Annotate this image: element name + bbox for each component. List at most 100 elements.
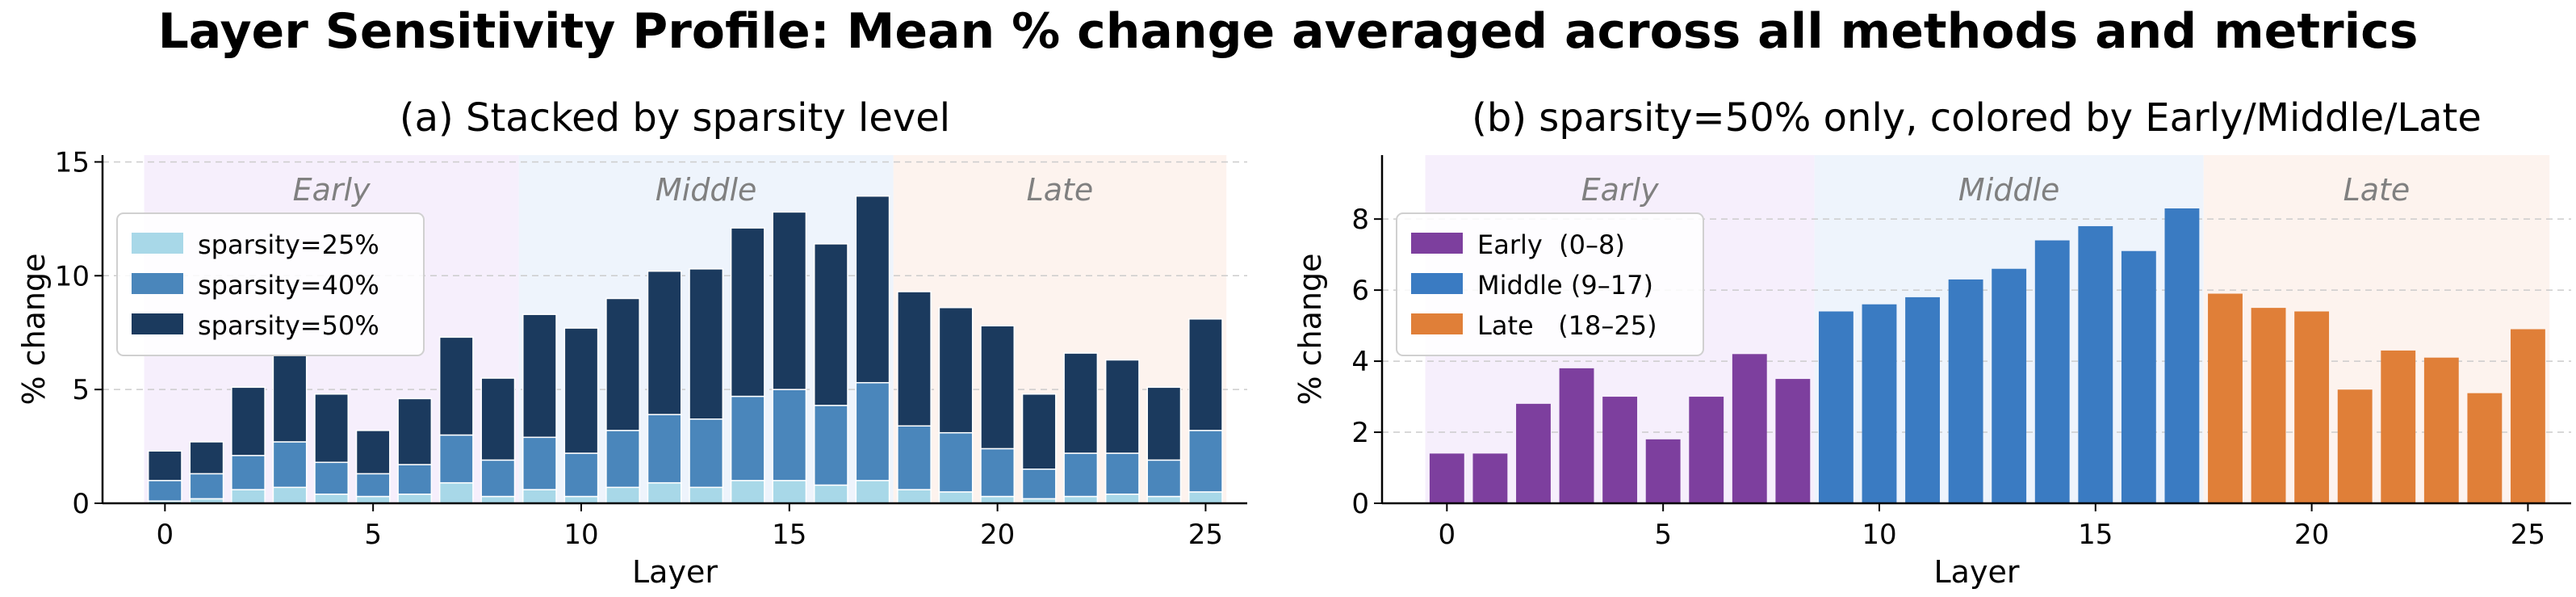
chart-b-bar-layer-2 — [1516, 403, 1551, 503]
chart-a-region-label-early: Early — [293, 172, 371, 208]
chart-b-region-label-late: Late — [2344, 172, 2411, 208]
chart-b-bar-layer-5 — [1645, 439, 1681, 503]
chart-a-legend-label-1: sparsity=40% — [198, 270, 379, 301]
chart-b-x-tick-label: 25 — [2511, 519, 2545, 551]
chart-a-region-label-middle: Middle — [656, 172, 757, 208]
chart-a-bar-layer-0-s1 — [147, 480, 182, 502]
chart-a-x-tick-label: 0 — [157, 519, 174, 551]
chart-a-bar-layer-10-s2 — [563, 327, 599, 454]
chart-a-bar-layer-17-s2 — [855, 195, 890, 384]
chart-b-y-tick-label: 2 — [1351, 417, 1369, 449]
chart-a-bar-layer-21-s2 — [1021, 393, 1057, 470]
chart-a-bar-layer-25-s2 — [1188, 318, 1223, 431]
chart-b-bar-layer-4 — [1602, 397, 1638, 503]
chart-a-bar-layer-24-s1 — [1146, 459, 1182, 498]
chart-b-bar-layer-11 — [1905, 296, 1940, 503]
chart-b-bar-layer-21 — [2337, 389, 2373, 503]
chart-a-legend-label-0: sparsity=25% — [198, 229, 379, 260]
chart-b-x-tick-label: 10 — [1862, 519, 1896, 551]
chart-b-bar-layer-0 — [1429, 453, 1464, 503]
chart-b-bar-layer-6 — [1689, 397, 1724, 503]
chart-a-bar-layer-5-s1 — [355, 473, 391, 498]
chart-a-legend-label-2: sparsity=50% — [198, 310, 379, 341]
chart-a-x-tick-label: 15 — [772, 519, 806, 551]
chart-b-legend-label-0: Early (0–8) — [1477, 229, 1625, 260]
chart-a-bar-layer-1-s2 — [189, 441, 224, 475]
chart-a-bar-layer-8-s2 — [480, 377, 516, 461]
chart-a-x-tick-label: 20 — [980, 519, 1015, 551]
chart-a-legend-swatch-1 — [132, 273, 183, 294]
chart-a-bar-layer-19-s1 — [938, 431, 974, 493]
chart-a-region-label-late: Late — [1027, 172, 1094, 208]
chart-b-x-tick-label: 20 — [2294, 519, 2329, 551]
chart-a-y-tick-label: 10 — [55, 260, 90, 292]
chart-a-bar-layer-17-s1 — [855, 381, 890, 481]
chart-b-title: (b) sparsity=50% only, colored by Early/… — [1472, 95, 2482, 141]
chart-b-x-tick-label: 15 — [2078, 519, 2113, 551]
chart-a-y-tick-label: 0 — [72, 488, 90, 520]
chart-a-bar-layer-6-s1 — [397, 464, 433, 495]
chart-a-bar-layer-24-s2 — [1146, 386, 1182, 461]
chart-a-bar-layer-6-s2 — [397, 397, 433, 465]
chart-b-bar-layer-17 — [2164, 208, 2200, 503]
chart-a-bar-layer-12-s1 — [647, 414, 682, 484]
chart-b-region-label-early: Early — [1581, 172, 1659, 208]
chart-a-bar-layer-20-s1 — [980, 448, 1015, 498]
chart-b-bar-layer-8 — [1775, 379, 1811, 503]
chart-b-bar-layer-3 — [1559, 368, 1594, 503]
chart-a-bar-layer-14-s2 — [730, 227, 765, 397]
chart-b-bar-layer-12 — [1948, 279, 1983, 503]
chart-b-bar-layer-9 — [1818, 311, 1853, 503]
chart-b-y-tick-label: 8 — [1351, 204, 1369, 236]
chart-b-bar-layer-1 — [1472, 453, 1508, 503]
chart-b-y-tick-label: 0 — [1351, 488, 1369, 520]
chart-b-legend-swatch-2 — [1411, 313, 1463, 334]
chart-a-bar-layer-2-s2 — [231, 386, 266, 456]
chart-a-bar-layer-16-s1 — [813, 405, 848, 486]
chart-a-ylabel: % change — [16, 253, 52, 405]
chart-b-y-tick-label: 4 — [1351, 346, 1369, 378]
chart-a-bar-layer-11-s2 — [605, 297, 640, 431]
chart-b-bar-layer-10 — [1862, 304, 1897, 503]
chart-b-bar-layer-22 — [2381, 350, 2416, 503]
chart-b-y-tick-label: 6 — [1351, 275, 1369, 307]
chart-b-legend-label-2: Late (18–25) — [1477, 310, 1657, 341]
chart-a-bar-layer-13-s2 — [689, 268, 724, 420]
chart-b-bar-layer-13 — [1992, 268, 2027, 503]
chart-a-bar-layer-1-s1 — [189, 473, 224, 500]
chart-b-bar-layer-24 — [2467, 393, 2503, 503]
chart-a-bar-layer-18-s2 — [897, 291, 932, 427]
chart-b-bar-layer-15 — [2078, 225, 2113, 503]
chart-a-bar-layer-7-s2 — [438, 336, 474, 436]
chart-a-bar-layer-7-s1 — [438, 434, 474, 484]
chart-a-bar-layer-4-s2 — [314, 393, 349, 464]
chart-a-bar-layer-16-s2 — [813, 243, 848, 406]
chart-b-xlabel: Layer — [1934, 554, 2020, 590]
chart-a-x-tick-label: 25 — [1188, 519, 1223, 551]
chart-b-ylabel: % change — [1292, 253, 1328, 405]
chart-b-bar-layer-25 — [2511, 329, 2545, 503]
chart-a-bar-layer-23-s2 — [1104, 359, 1140, 454]
chart-b-legend-swatch-0 — [1411, 233, 1463, 254]
chart-a-legend-swatch-2 — [132, 313, 183, 334]
chart-a-y-tick-label: 15 — [55, 146, 90, 179]
chart-b-bar-layer-19 — [2251, 308, 2286, 503]
chart-b-x-tick-label: 0 — [1439, 519, 1456, 551]
chart-b-legend — [1396, 212, 1704, 356]
chart-a-bar-layer-9-s1 — [522, 436, 557, 490]
chart-a-bar-layer-2-s1 — [231, 455, 266, 490]
chart-b-x-tick-label: 5 — [1654, 519, 1672, 551]
chart-a-bar-layer-0-s2 — [147, 450, 182, 481]
chart-a-legend — [116, 212, 425, 356]
chart-b-region-label-middle: Middle — [1958, 172, 2060, 208]
chart-a-bar-layer-4-s1 — [314, 461, 349, 495]
chart-a-bar-layer-20-s2 — [980, 325, 1015, 450]
chart-a-y-tick-label: 5 — [72, 374, 90, 406]
chart-b-bar-layer-14 — [2034, 240, 2070, 503]
chart-a-bar-layer-22-s1 — [1063, 452, 1099, 498]
chart-b-bar-layer-23 — [2423, 357, 2459, 503]
chart-a-bar-layer-15-s2 — [772, 211, 807, 390]
chart-b-legend-label-1: Middle (9–17) — [1477, 270, 1653, 301]
